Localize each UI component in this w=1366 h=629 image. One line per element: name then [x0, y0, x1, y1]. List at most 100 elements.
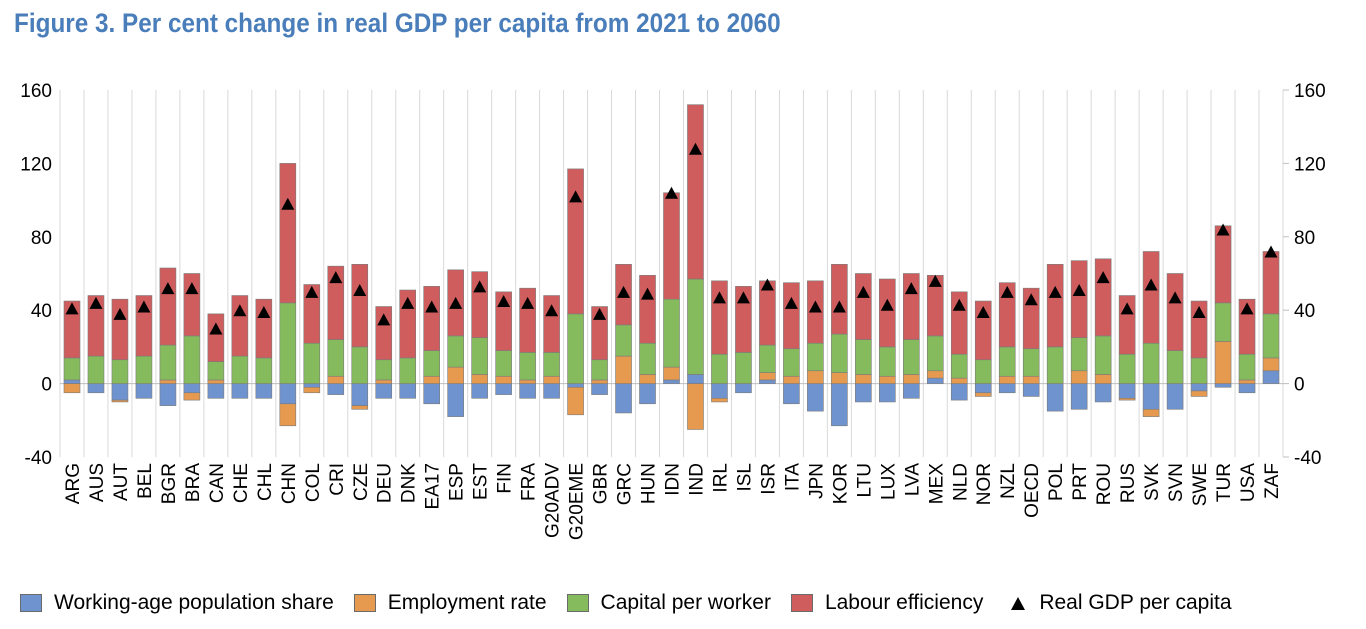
segment-labour	[1070, 260, 1088, 339]
segment-capital	[351, 346, 369, 384]
x-tick-label: EA17	[423, 463, 444, 509]
gdp-markers	[65, 142, 1278, 335]
segment-employment	[998, 375, 1016, 384]
y-tick-label-right: 0	[1294, 375, 1305, 396]
segment-capital	[375, 359, 393, 381]
bar-stack-svk	[1142, 251, 1160, 417]
segment-employment	[926, 370, 944, 379]
segment-working-age	[447, 383, 464, 417]
x-tick-label: NLD	[950, 463, 971, 501]
segment-working-age	[615, 383, 632, 414]
segment-working-age	[1238, 383, 1256, 394]
segment-labour	[879, 278, 896, 348]
segment-employment	[375, 379, 393, 384]
segment-working-age	[351, 383, 369, 406]
segment-capital	[1142, 342, 1160, 384]
bar-stack-bgr	[159, 267, 177, 406]
segment-employment	[1118, 397, 1136, 401]
segment-employment	[1214, 341, 1232, 384]
segment-capital	[950, 353, 968, 379]
segment-working-age	[783, 383, 800, 405]
segment-capital	[447, 335, 464, 368]
gdp-marker	[1048, 285, 1062, 298]
segment-capital	[159, 344, 177, 381]
segment-working-age	[135, 383, 153, 399]
segment-employment	[183, 392, 201, 401]
segment-labour	[111, 298, 129, 361]
segment-working-age	[255, 383, 273, 399]
segment-capital	[543, 352, 560, 377]
gdp-marker	[473, 280, 487, 293]
segment-working-age	[1142, 383, 1160, 410]
segment-capital	[303, 342, 321, 384]
bar-stack-ind	[687, 104, 704, 430]
bar-stack-ita	[783, 282, 800, 405]
segment-employment	[879, 375, 896, 384]
x-tick-label: DEU	[375, 463, 396, 503]
bar-stack-bel	[135, 295, 153, 399]
segment-working-age	[974, 383, 992, 394]
gdp-marker	[712, 291, 726, 304]
segment-employment	[519, 379, 536, 384]
segment-working-age	[950, 383, 968, 401]
segment-employment	[807, 370, 824, 384]
y-tick-label-right: 40	[1294, 301, 1315, 322]
segment-capital	[471, 337, 488, 375]
segment-labour	[855, 273, 872, 340]
segment-capital	[111, 359, 129, 384]
x-tick-label: LVA	[902, 463, 923, 496]
segment-labour	[327, 265, 345, 340]
segment-capital	[183, 335, 201, 384]
segment-employment	[1022, 375, 1040, 384]
segment-working-age	[183, 383, 201, 394]
segment-employment	[1094, 374, 1112, 384]
segment-capital	[974, 359, 992, 384]
segment-working-age	[1046, 383, 1064, 412]
segment-labour	[87, 295, 105, 357]
bar-stack-cri	[327, 265, 345, 395]
legend-item-employment: Employment rate	[353, 591, 547, 615]
y-axis-right: 160 120 80 40 0 -40	[1283, 81, 1326, 469]
bar-stack-idn	[663, 192, 680, 384]
segment-working-age	[1166, 383, 1184, 410]
x-tick-label: ISR	[758, 463, 779, 495]
x-tick-label: CHL	[255, 463, 276, 501]
segment-capital	[63, 357, 81, 381]
x-tick-label: G20EME	[567, 463, 588, 540]
segment-employment	[783, 375, 800, 384]
segment-labour	[279, 163, 297, 304]
gdp-marker	[1000, 285, 1014, 298]
bar-stack-tur	[1214, 225, 1232, 388]
segment-employment	[711, 397, 728, 403]
bar-stacks	[63, 104, 1280, 430]
segment-capital	[1118, 353, 1136, 384]
bar-stack-cze	[351, 264, 369, 410]
segment-employment	[974, 392, 992, 397]
x-tick-label: ARG	[63, 463, 84, 504]
bar-stack-bra	[183, 273, 201, 401]
gdp-marker	[65, 302, 79, 315]
segment-labour	[543, 295, 560, 353]
segment-capital	[639, 342, 656, 375]
x-tick-label: GRC	[615, 463, 636, 505]
segment-working-age	[111, 383, 129, 401]
segment-capital	[615, 324, 632, 357]
segment-capital	[1166, 350, 1184, 384]
bar-stack-aus	[87, 295, 105, 394]
segment-capital	[327, 339, 345, 377]
bar-stack-chn	[279, 163, 297, 427]
x-tick-label: NZL	[998, 463, 1019, 499]
legend-swatch-working-age	[20, 594, 42, 612]
segment-working-age	[926, 377, 944, 384]
legend-item-working-age: Working-age population share	[20, 591, 334, 615]
gdp-marker	[185, 282, 199, 295]
gdp-marker	[952, 298, 966, 311]
y-tick-label-right: -40	[1294, 448, 1321, 469]
legend-item-capital: Capital per worker	[566, 591, 771, 615]
segment-working-age	[87, 383, 105, 394]
bar-stack-aut	[111, 298, 129, 403]
segment-employment	[279, 403, 297, 427]
gdp-marker	[1072, 284, 1086, 297]
segment-employment	[687, 383, 704, 430]
